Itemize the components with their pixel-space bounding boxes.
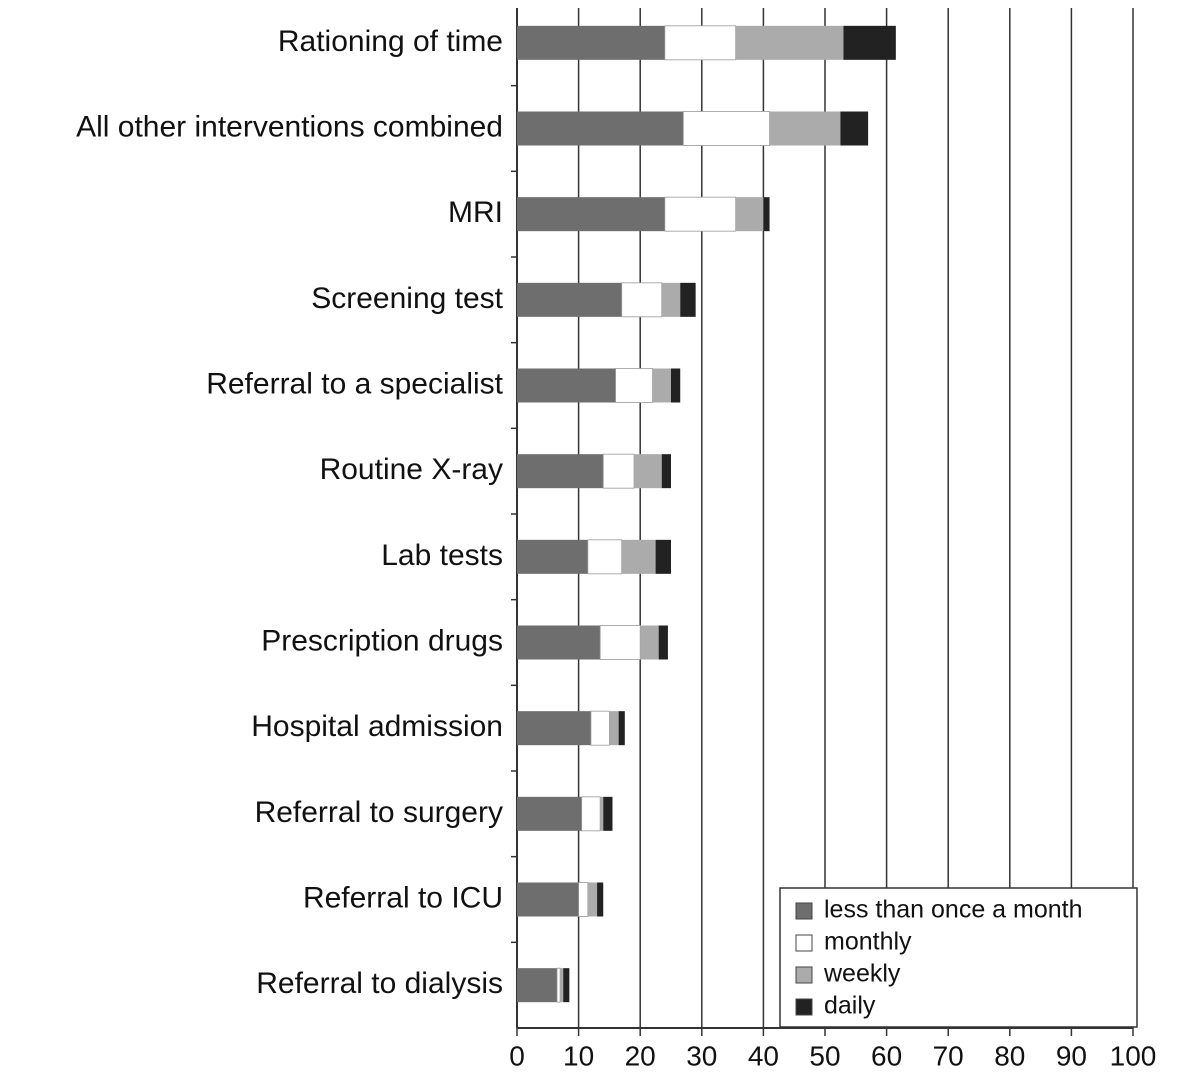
y-tick-label: Referral to a specialist (206, 367, 503, 400)
y-tick-label: Hospital admission (251, 710, 503, 743)
legend-label: monthly (824, 928, 912, 956)
bar-segment (735, 197, 764, 232)
y-tick-label: Prescription drugs (261, 624, 503, 657)
legend-label: weekly (823, 960, 901, 988)
bar-segment (609, 711, 619, 746)
y-tick-label: Referral to surgery (255, 796, 503, 829)
bar-segment (517, 111, 684, 146)
bar-segment (640, 625, 659, 660)
bar-segment (603, 796, 613, 831)
bar-segment (618, 711, 625, 746)
bar-segment (556, 967, 561, 1003)
x-tick-label: 70 (933, 1040, 964, 1071)
bar-segment (621, 282, 663, 318)
bar-segment (769, 111, 841, 146)
bar-segment (517, 282, 622, 317)
bar-segment (682, 111, 770, 146)
bar-segment (587, 539, 623, 575)
x-tick-label: 60 (871, 1040, 902, 1071)
bar-segment (680, 282, 696, 317)
y-tick-label: Rationing of time (278, 25, 503, 58)
legend-swatch (795, 966, 813, 984)
bar-segment (615, 368, 653, 403)
legend-label: daily (824, 992, 876, 1020)
x-tick-label: 90 (1056, 1040, 1087, 1071)
bar-segment (597, 882, 604, 917)
y-tick-label: Screening test (311, 282, 503, 315)
bar-segment (517, 968, 558, 1003)
legend-swatch (795, 998, 813, 1016)
x-tick-label: 20 (625, 1040, 656, 1071)
y-tick-label: Referral to ICU (303, 881, 503, 914)
bar-segment (517, 454, 604, 489)
bar-segment (658, 625, 668, 660)
bar-segment (517, 796, 582, 831)
bar-segment (517, 539, 588, 574)
bar-segment (578, 882, 589, 917)
bar-segment (581, 796, 601, 832)
legend-swatch (795, 902, 813, 920)
y-tick-label: All other interventions combined (76, 110, 503, 143)
bar-segment (664, 25, 737, 61)
bar-segment (587, 882, 598, 917)
bar-segment (655, 539, 671, 574)
bar-segment (517, 368, 616, 403)
bar-segment (517, 711, 591, 746)
x-tick-label: 50 (809, 1040, 840, 1071)
x-tick-label: 100 (1110, 1040, 1157, 1071)
bar-segment (563, 968, 570, 1003)
bar-segment (735, 25, 844, 60)
y-tick-label: Referral to dialysis (256, 967, 503, 1000)
bar-segment (599, 625, 641, 660)
bar-segment (661, 454, 671, 489)
x-tick-label: 0 (509, 1040, 525, 1071)
bar-segment (843, 25, 896, 60)
bar-segment (840, 111, 869, 146)
bar-segment (671, 368, 681, 403)
y-tick-label: Lab tests (381, 539, 503, 572)
bar-segment (763, 197, 770, 232)
x-tick-label: 80 (994, 1040, 1025, 1071)
y-tick-label: Routine X-ray (320, 453, 503, 486)
y-tick-label: MRI (448, 196, 503, 229)
bar-segment (517, 25, 665, 60)
legend-label: less than once a month (824, 896, 1083, 924)
bar-segment (634, 454, 662, 489)
bar-segment (590, 710, 610, 746)
bar-segment (602, 453, 635, 489)
bar-segment (517, 625, 601, 660)
bar-segment (652, 368, 671, 403)
bar-segment (621, 539, 656, 574)
bar-segment (600, 796, 604, 831)
x-tick-label: 10 (563, 1040, 594, 1071)
bar-segment (560, 968, 564, 1003)
bar-segment (664, 196, 737, 232)
x-tick-label: 30 (686, 1040, 717, 1071)
legend-box (779, 887, 1138, 1028)
bar-segment (517, 197, 665, 232)
x-tick-label: 40 (748, 1040, 779, 1071)
bar-segment (517, 882, 579, 917)
bar-segment (661, 282, 681, 317)
legend-swatch (795, 934, 813, 952)
